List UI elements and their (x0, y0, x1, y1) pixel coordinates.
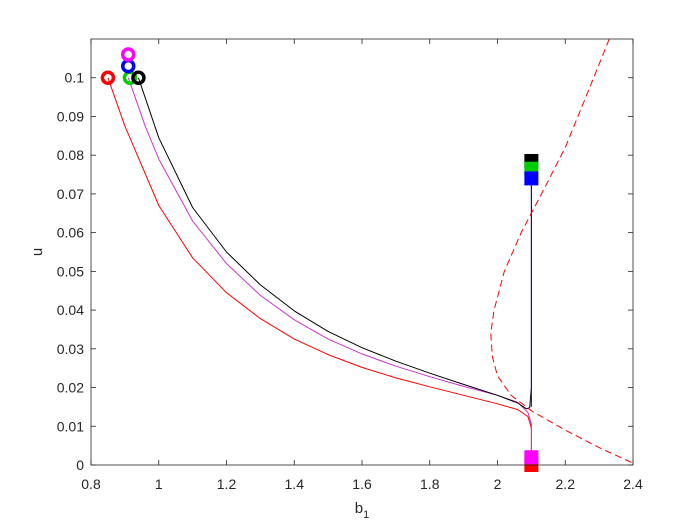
x-tick-label: 0.8 (81, 476, 101, 492)
x-axis: 0.8 1 1.2 1.4 1.6 1.8 2 2.2 2.4 (81, 39, 643, 492)
marker-layer (100, 47, 539, 472)
y-tick-label: 0.08 (57, 147, 84, 163)
y-tick-label: 0.01 (57, 418, 84, 434)
start-marker-4 (131, 70, 146, 85)
x-tick-label: 1.4 (285, 476, 305, 492)
series-line-0 (107, 77, 532, 465)
x-tick-label: 1.6 (352, 476, 372, 492)
x-tick-label: 1 (155, 476, 163, 492)
x-tick-label: 1.2 (217, 476, 237, 492)
x-axis-label-subscript: 1 (363, 509, 369, 521)
series-line-5 (490, 39, 633, 464)
y-axis-label: u (29, 248, 46, 256)
y-tick-label: 0.03 (57, 341, 84, 357)
x-axis-label: b1 (355, 500, 369, 521)
end-marker-1 (524, 450, 539, 465)
start-marker-0 (100, 70, 116, 85)
y-tick-label: 0.09 (57, 108, 84, 124)
plot-area (91, 39, 633, 465)
series-layer (107, 39, 633, 465)
y-tick-label: 0.06 (57, 225, 84, 241)
x-axis-label-main: b (355, 500, 363, 517)
x-tick-label: 2 (494, 476, 502, 492)
y-tick-label: 0.07 (57, 186, 84, 202)
y-tick-label: 0.02 (57, 380, 84, 396)
x-tick-label: 1.8 (420, 476, 440, 492)
x-tick-label: 2.4 (623, 476, 643, 492)
start-marker-3 (121, 47, 136, 62)
end-marker-4 (524, 171, 539, 186)
y-tick-label: 0.04 (57, 302, 84, 318)
y-axis: 0 0.01 0.02 0.03 0.04 0.05 0.06 0.07 0.08 0.09 0.1 (57, 70, 633, 473)
series-line-2 (137, 77, 532, 410)
x-tick-label: 2.2 (556, 476, 576, 492)
y-tick-label: 0.05 (57, 263, 84, 279)
y-tick-label: 0.1 (65, 70, 85, 86)
y-tick-label: 0 (76, 457, 84, 473)
